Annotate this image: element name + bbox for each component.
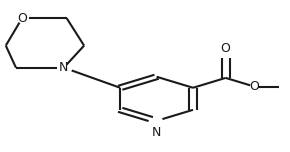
Text: O: O [221, 42, 231, 55]
Text: O: O [17, 12, 27, 25]
Text: O: O [250, 80, 260, 93]
Text: N: N [152, 126, 161, 139]
Text: N: N [59, 61, 68, 74]
